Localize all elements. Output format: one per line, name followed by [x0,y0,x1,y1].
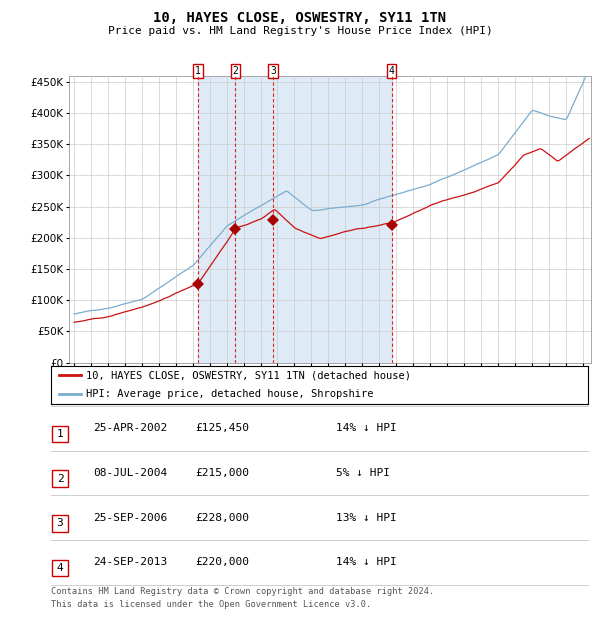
Text: 10, HAYES CLOSE, OSWESTRY, SY11 1TN (detached house): 10, HAYES CLOSE, OSWESTRY, SY11 1TN (det… [86,370,411,380]
Text: HPI: Average price, detached house, Shropshire: HPI: Average price, detached house, Shro… [86,389,373,399]
Text: 1: 1 [195,66,201,76]
Text: 25-APR-2002: 25-APR-2002 [93,423,167,433]
Text: 5% ↓ HPI: 5% ↓ HPI [336,468,390,478]
Text: 4: 4 [389,66,394,76]
Text: 13% ↓ HPI: 13% ↓ HPI [336,513,397,523]
Text: £125,450: £125,450 [195,423,249,433]
Text: Contains HM Land Registry data © Crown copyright and database right 2024.: Contains HM Land Registry data © Crown c… [51,587,434,596]
Text: 14% ↓ HPI: 14% ↓ HPI [336,423,397,433]
Text: 24-SEP-2013: 24-SEP-2013 [93,557,167,567]
Text: 3: 3 [56,518,64,528]
Text: 2: 2 [232,66,238,76]
Text: This data is licensed under the Open Government Licence v3.0.: This data is licensed under the Open Gov… [51,600,371,609]
Bar [198,76,392,363]
Text: 08-JUL-2004: 08-JUL-2004 [93,468,167,478]
Text: £228,000: £228,000 [195,513,249,523]
Text: 10, HAYES CLOSE, OSWESTRY, SY11 1TN: 10, HAYES CLOSE, OSWESTRY, SY11 1TN [154,11,446,25]
Text: 3: 3 [270,66,276,76]
Text: 14% ↓ HPI: 14% ↓ HPI [336,557,397,567]
Text: Price paid vs. HM Land Registry's House Price Index (HPI): Price paid vs. HM Land Registry's House … [107,26,493,36]
Text: £220,000: £220,000 [195,557,249,567]
Text: 25-SEP-2006: 25-SEP-2006 [93,513,167,523]
Text: 1: 1 [56,429,64,439]
Text: 2: 2 [56,474,64,484]
Text: 4: 4 [56,563,64,573]
Text: £215,000: £215,000 [195,468,249,478]
